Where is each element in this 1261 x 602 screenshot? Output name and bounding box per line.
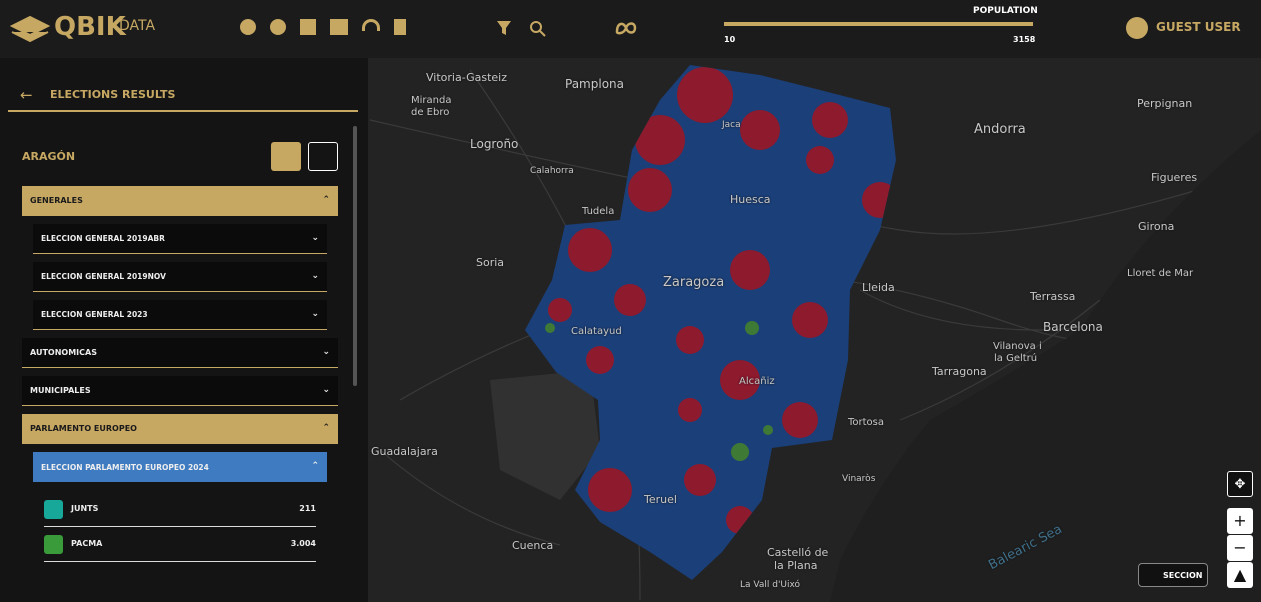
party-name: PACMA bbox=[71, 539, 103, 548]
move-button[interactable]: ✥ bbox=[1227, 471, 1253, 497]
map-label: de Ebro bbox=[411, 107, 450, 118]
map-label: Tortosa bbox=[848, 417, 885, 428]
filter-search[interactable] bbox=[496, 20, 556, 38]
map-label: Guadalajara bbox=[371, 445, 438, 458]
map-label: Girona bbox=[1138, 220, 1175, 233]
panel-title: ELECTIONS RESULTS bbox=[50, 88, 176, 101]
scrollbar bbox=[353, 126, 357, 386]
map-label: Perpignan bbox=[1137, 97, 1193, 110]
election-item[interactable]: ELECCION GENERAL 2023 ⌄ bbox=[33, 300, 327, 330]
population-max: 3158 bbox=[1013, 35, 1036, 44]
map-label: Jaca bbox=[722, 120, 741, 130]
compass[interactable]: ▲ bbox=[1227, 562, 1253, 588]
chevron[interactable]: ⌄ bbox=[311, 271, 319, 281]
clipboard-icon[interactable] bbox=[394, 19, 406, 35]
layer-button[interactable]: SECCION bbox=[1138, 563, 1208, 587]
chevron[interactable]: ⌄ bbox=[322, 385, 330, 395]
map-label: Terrassa bbox=[1030, 290, 1076, 303]
sidebar: ← ELECTIONS RESULTS ARAGÓN GENERALES ⌃ ELE… bbox=[0, 58, 368, 602]
map-label: Andorra bbox=[974, 122, 1026, 137]
logo-icon bbox=[10, 15, 50, 43]
map-label: Castelló de bbox=[767, 546, 829, 559]
map-label: La Vall d'Uixó bbox=[740, 580, 801, 590]
section-header[interactable]: MUNICIPALES ⌄ bbox=[22, 376, 338, 406]
party-value: 3.004 bbox=[290, 539, 316, 548]
back-arrow[interactable]: ← bbox=[20, 86, 33, 104]
party-row: JUNTS 211 bbox=[44, 492, 316, 527]
map-label: Calatayud bbox=[571, 326, 622, 337]
map-label: Pamplona bbox=[565, 77, 624, 91]
section-header[interactable]: PARLAMENTO EUROPEO ⌃ bbox=[22, 414, 338, 444]
header: QBIK DATA POPULATION 10 3158 GUEST USER bbox=[0, 0, 1261, 58]
chevron[interactable]: ⌃ bbox=[322, 195, 330, 205]
logo: QBIK bbox=[54, 12, 126, 42]
party-swatch bbox=[44, 500, 63, 519]
user-name[interactable]: GUEST USER bbox=[1156, 20, 1241, 34]
population-slider[interactable] bbox=[724, 22, 1033, 26]
party-row: PACMA 3.004 bbox=[44, 527, 316, 562]
map-label: Alcañiz bbox=[739, 376, 775, 387]
map-label: Vilanova i bbox=[993, 341, 1042, 352]
map-label: Calahorra bbox=[530, 166, 574, 176]
map-label: Soria bbox=[476, 256, 505, 269]
info-icon[interactable] bbox=[270, 19, 286, 35]
section-header[interactable]: GENERALES ⌃ bbox=[22, 186, 338, 216]
signal-icon[interactable] bbox=[362, 19, 380, 31]
map-label: Tudela bbox=[582, 206, 615, 217]
election-item[interactable]: ELECCION PARLAMENTO EUROPEO 2024 ⌃ bbox=[33, 452, 327, 482]
map-label: Zaragoza bbox=[663, 275, 725, 290]
people-icon[interactable] bbox=[330, 19, 348, 35]
chevron[interactable]: ⌄ bbox=[322, 347, 330, 357]
map-label: Vitoria-Gasteiz bbox=[426, 71, 507, 84]
list-view-button[interactable] bbox=[271, 142, 301, 171]
toolbar bbox=[240, 19, 406, 35]
election-item[interactable]: ELECCION GENERAL 2019NOV ⌄ bbox=[33, 262, 327, 292]
population-label: POPULATION bbox=[973, 6, 1038, 16]
user-icon[interactable] bbox=[1126, 17, 1148, 39]
party-name: JUNTS bbox=[71, 504, 99, 513]
meta-icon[interactable] bbox=[614, 20, 638, 36]
map-label: Teruel bbox=[644, 493, 677, 506]
map-label: Lloret de Mar bbox=[1127, 268, 1194, 279]
region: ARAGÓN bbox=[22, 150, 76, 163]
globe-icon[interactable] bbox=[240, 19, 256, 35]
party-value: 211 bbox=[299, 504, 316, 513]
chevron[interactable]: ⌃ bbox=[322, 423, 330, 433]
map-label: Cuenca bbox=[512, 539, 554, 552]
chart-view-button[interactable] bbox=[308, 142, 338, 171]
map-label: Vinaròs bbox=[842, 474, 876, 484]
population-min: 10 bbox=[724, 35, 736, 44]
chevron[interactable]: ⌄ bbox=[311, 233, 319, 243]
map-label: Tarragona bbox=[932, 365, 987, 378]
map-label: Lleida bbox=[862, 281, 895, 294]
map-label: Figueres bbox=[1151, 171, 1198, 184]
zoom-out[interactable]: − bbox=[1227, 535, 1253, 561]
divider bbox=[8, 110, 358, 112]
zoom-in[interactable]: + bbox=[1227, 508, 1253, 534]
section-header[interactable]: AUTONOMICAS ⌄ bbox=[22, 338, 338, 368]
chevron[interactable]: ⌄ bbox=[311, 309, 319, 319]
map-label: Barcelona bbox=[1043, 320, 1103, 334]
party-swatch bbox=[44, 535, 63, 554]
logo-suffix: DATA bbox=[119, 18, 156, 34]
map-label: Logroño bbox=[470, 137, 519, 151]
map-label: Miranda bbox=[411, 95, 452, 106]
election-item[interactable]: ELECCION GENERAL 2019ABR ⌄ bbox=[33, 224, 327, 254]
map-label: la Geltrú bbox=[994, 353, 1038, 364]
map-label: la Plana bbox=[774, 559, 818, 572]
vote-icon[interactable] bbox=[300, 19, 316, 35]
chevron[interactable]: ⌃ bbox=[311, 461, 319, 471]
map-label: Huesca bbox=[730, 193, 771, 206]
